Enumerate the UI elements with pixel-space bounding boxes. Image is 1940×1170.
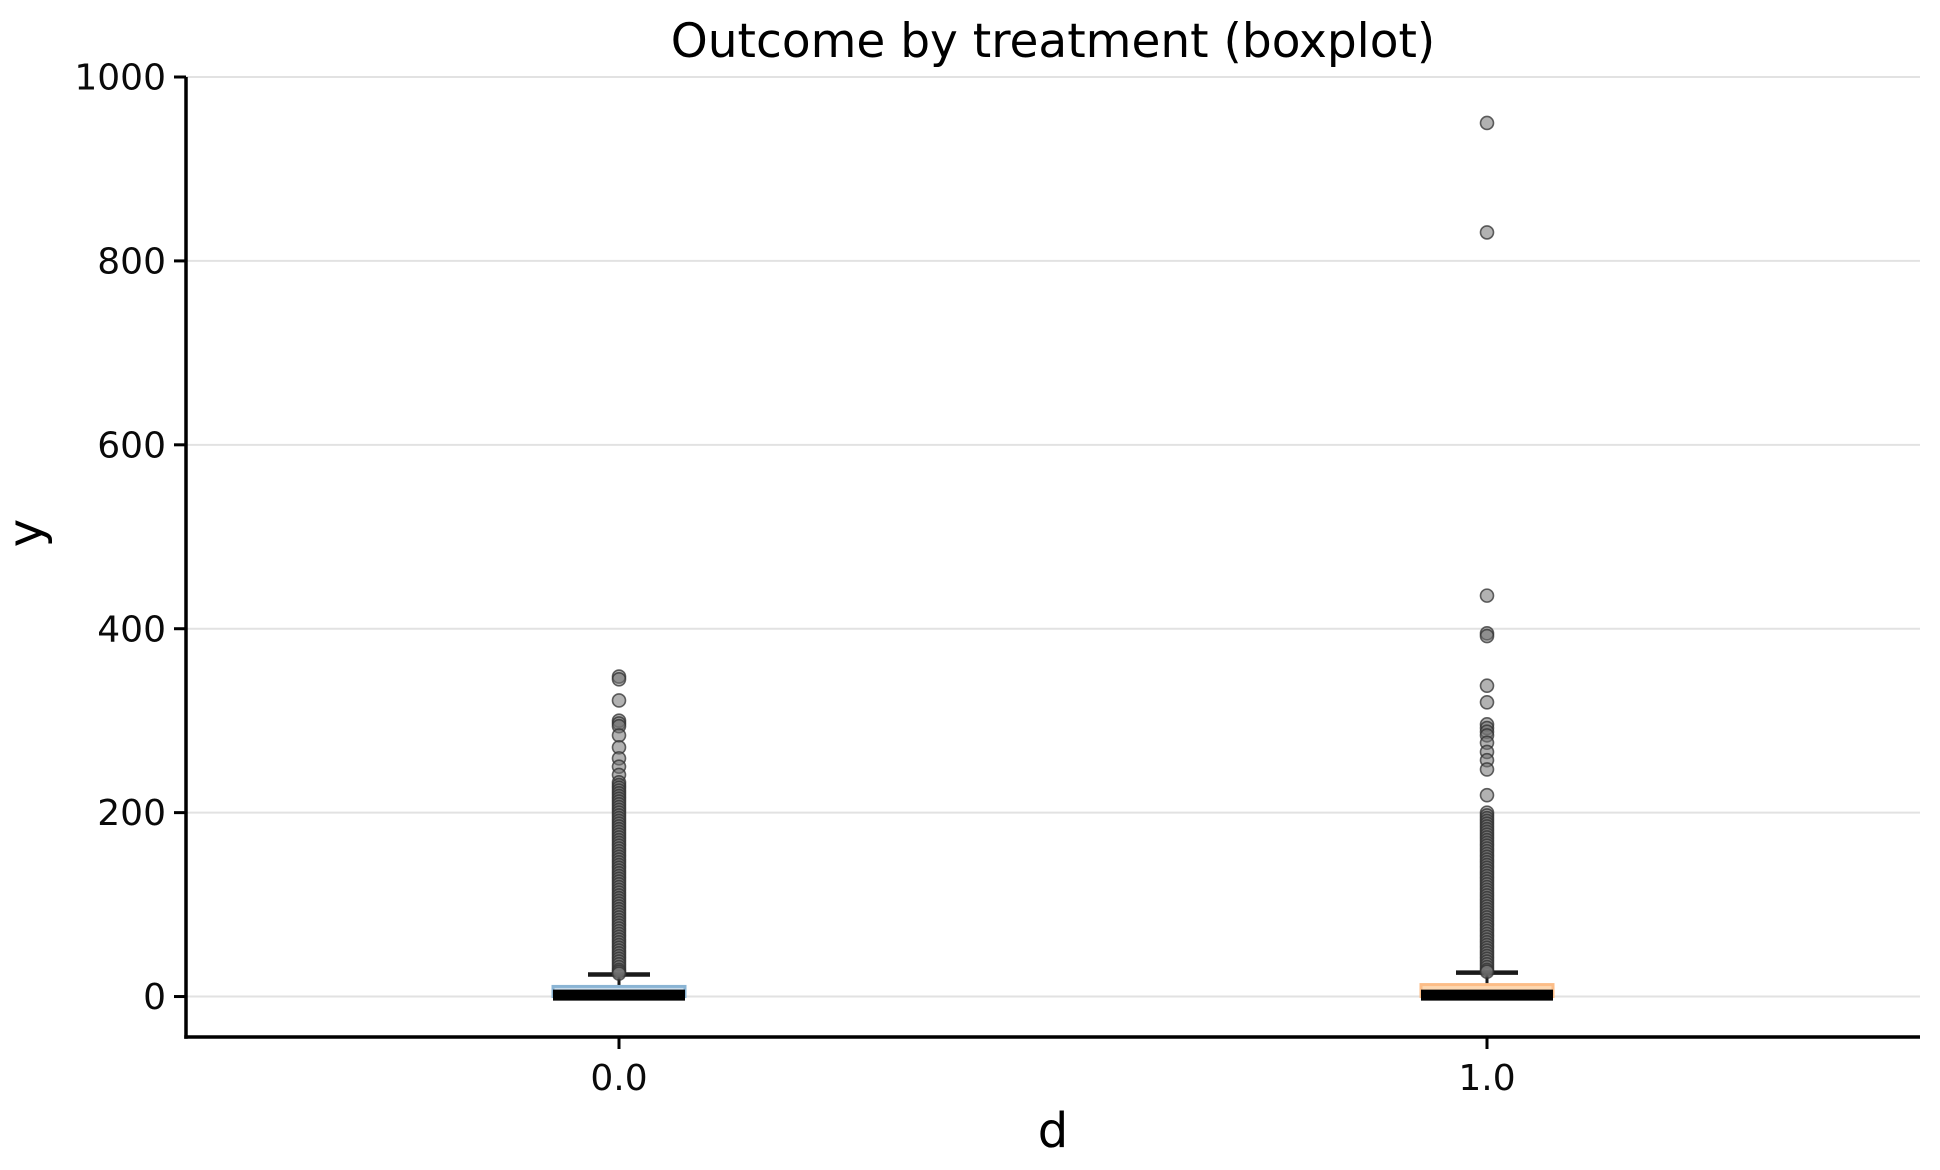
chart-title: Outcome by treatment (boxplot) — [671, 14, 1435, 69]
outlier-point — [1479, 628, 1495, 644]
outlier-point — [1479, 694, 1495, 710]
outlier-point — [1479, 964, 1495, 980]
outlier-point — [1479, 115, 1495, 131]
outlier-point — [1479, 762, 1495, 777]
y-tick-label: 1000 — [74, 58, 166, 99]
y-tick-label: 600 — [97, 425, 166, 466]
x-tick-label: 0.0 — [590, 1058, 647, 1099]
grid-layer — [186, 76, 1920, 998]
outlier-point — [1479, 225, 1495, 240]
y-tick-label: 200 — [97, 793, 166, 834]
outlier-point — [611, 671, 627, 687]
outlier-point — [1479, 588, 1495, 603]
outlier-point — [1479, 787, 1495, 803]
outlier-point — [611, 728, 627, 743]
y-tick-label: 0 — [143, 977, 166, 1018]
x-tick-label: 1.0 — [1458, 1058, 1515, 1099]
y-axis-label: y — [0, 519, 54, 547]
y-tick-label: 400 — [97, 609, 166, 650]
y-tick-label: 800 — [97, 242, 166, 283]
outlier-point — [611, 966, 627, 981]
x-axis-label: d — [1038, 1103, 1068, 1159]
axis-layer: 0 200 400 600 800 1000 0.0 1.0 — [74, 58, 1920, 1099]
outlier-point — [611, 693, 627, 708]
outlier-point — [1479, 678, 1495, 694]
data-layer — [551, 115, 1555, 1001]
